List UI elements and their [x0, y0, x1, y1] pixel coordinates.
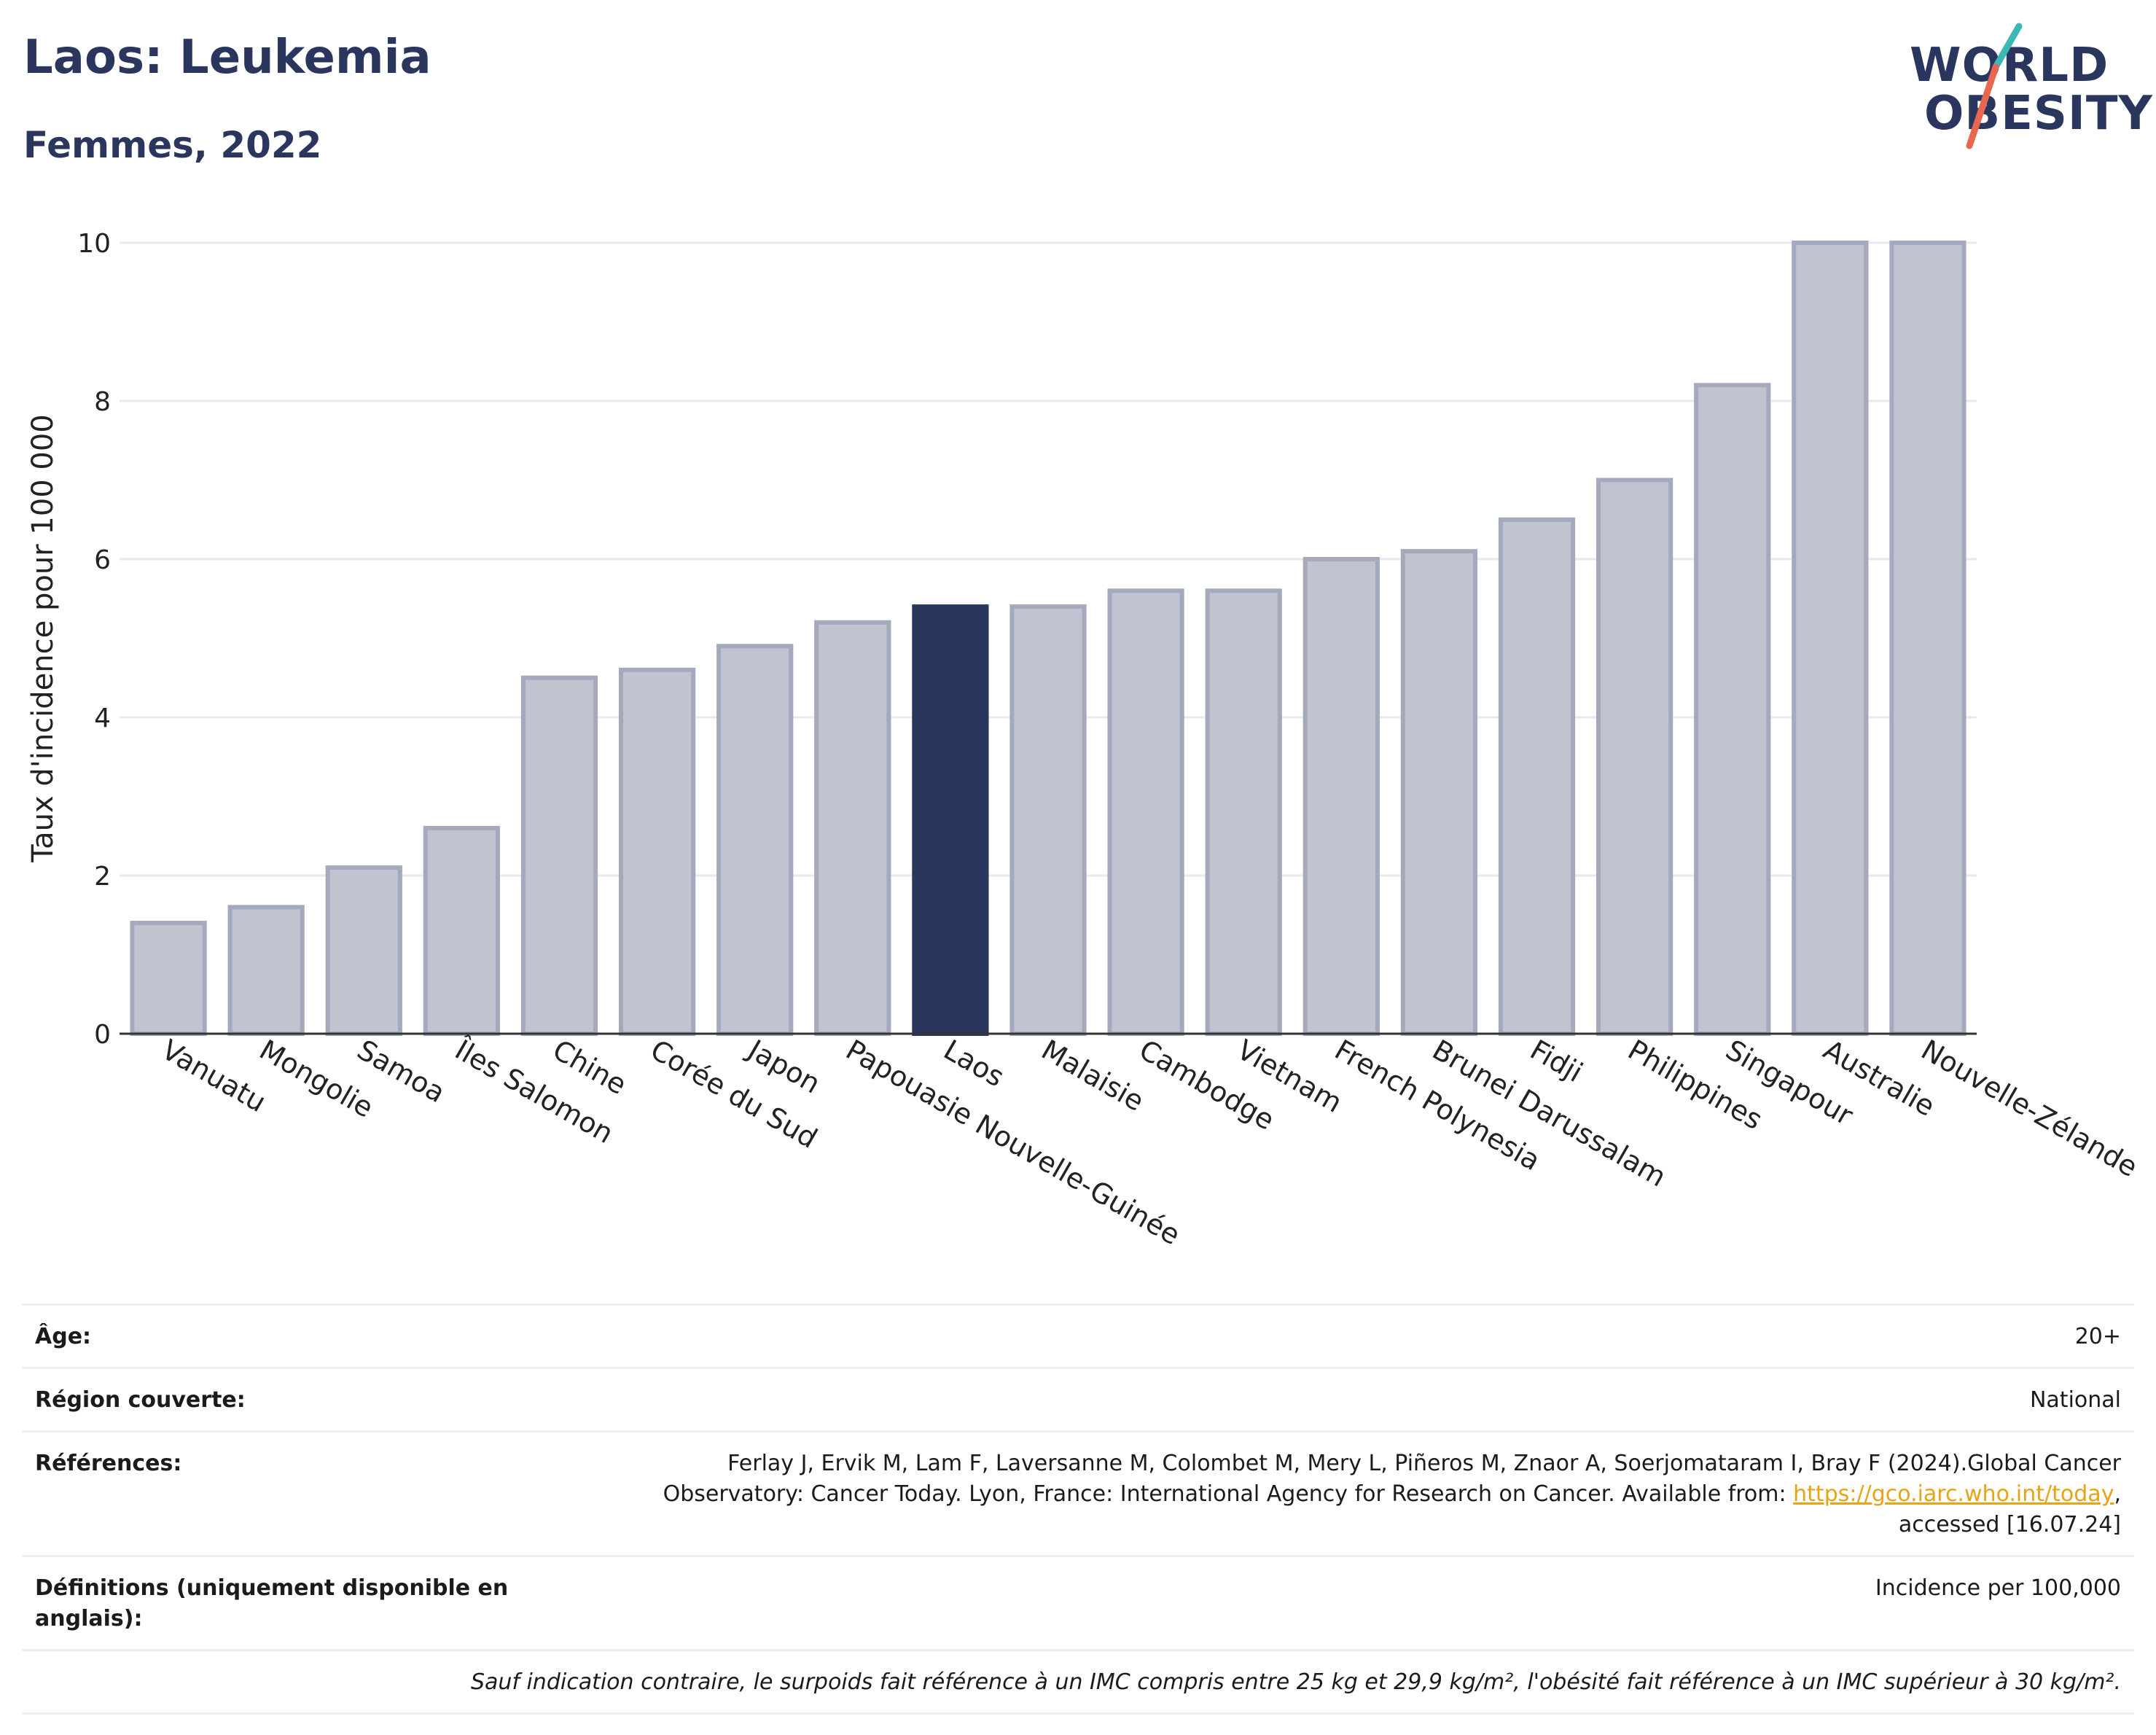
bar: [1596, 477, 1673, 1036]
y-tick-label: 0: [94, 1020, 111, 1050]
bar: [423, 825, 500, 1037]
x-tick-label: Vanuatu: [157, 1034, 272, 1118]
meta-row-note: Sauf indication contraire, le surpoids f…: [22, 1649, 2134, 1715]
x-tick-label: Malaisie: [1036, 1034, 1150, 1118]
bar: [1694, 383, 1771, 1036]
region-label: Région couverte:: [35, 1387, 246, 1413]
x-tick-label: Papouasie Nouvelle-Guinée: [840, 1034, 1185, 1252]
references-label: Références:: [35, 1451, 182, 1476]
bar: [814, 620, 891, 1036]
y-tick-label: 10: [77, 229, 111, 259]
bar: [130, 921, 207, 1036]
references-link[interactable]: https://gco.iarc.who.int/today: [1793, 1481, 2114, 1507]
bar: [716, 644, 794, 1036]
meta-row-definitions: Définitions (uniquement disponible en an…: [22, 1555, 2134, 1649]
meta-row-age: Âge: 20+: [22, 1303, 2134, 1367]
meta-row-references: Références: Ferlay J, Ervik M, Lam F, La…: [22, 1430, 2134, 1555]
bar: [1400, 549, 1478, 1036]
definitions-label: Définitions (uniquement disponible en an…: [35, 1575, 509, 1631]
chart-subtitle: Femmes, 2022: [23, 124, 322, 166]
age-label: Âge:: [35, 1324, 92, 1349]
references-text-2: , accessed [16.07.24]: [1898, 1481, 2121, 1537]
bar: [1302, 557, 1380, 1036]
y-axis-title: Taux d'incidence pour 100 000: [26, 414, 60, 862]
y-tick-label: 6: [94, 545, 111, 575]
chart-title: Laos: Leukemia: [23, 31, 431, 85]
metadata-table: Âge: 20+ Région couverte: National Référ…: [22, 1303, 2134, 1715]
bar: [1009, 604, 1087, 1036]
bar: [1889, 241, 1966, 1036]
bar-highlight: [912, 604, 989, 1036]
bar: [1107, 588, 1184, 1036]
y-tick-label: 8: [94, 387, 111, 417]
x-tick-label: Nouvelle-Zélande: [1915, 1034, 2143, 1183]
footnote: Sauf indication contraire, le surpoids f…: [470, 1669, 2121, 1695]
definitions-value: Incidence per 100,000: [1875, 1575, 2121, 1601]
world-obesity-logo: WORLD OBESITY: [1902, 20, 2152, 152]
x-tick-label: Fidji: [1525, 1034, 1588, 1089]
bar: [1205, 588, 1282, 1036]
bar: [227, 905, 305, 1037]
y-tick-label: 4: [94, 703, 111, 733]
logo-line-2: OBESITY: [1924, 87, 2153, 141]
bar-chart: 0 2 4 6 8 10 Taux d'incidence pour 100 000 Vanu…: [26, 229, 2143, 1252]
age-value: 20+: [2074, 1324, 2121, 1349]
bar: [520, 675, 598, 1036]
meta-row-region: Région couverte: National: [22, 1367, 2134, 1430]
y-tick-label: 2: [94, 862, 111, 892]
references-value: Ferlay J, Ervik M, Lam F, Laversanne M, …: [590, 1449, 2121, 1540]
logo-slash-icon: [1966, 23, 2023, 149]
references-text-1: Ferlay J, Ervik M, Lam F, Laversanne M, …: [663, 1451, 2121, 1507]
x-tick-label: Laos: [938, 1034, 1009, 1093]
bar: [1498, 517, 1576, 1036]
x-tick-label: Corée du Sud: [645, 1034, 823, 1155]
bar: [325, 865, 402, 1037]
region-value: National: [2029, 1387, 2121, 1413]
bar: [1792, 241, 1869, 1036]
bar: [618, 667, 696, 1037]
